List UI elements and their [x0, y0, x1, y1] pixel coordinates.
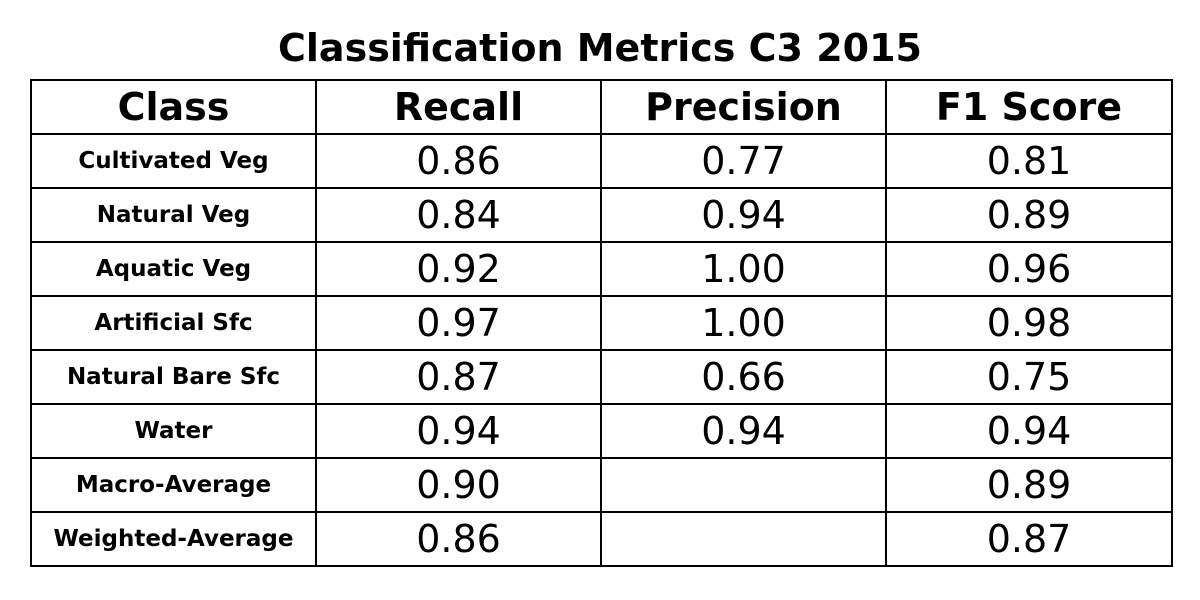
- table-row: Natural Bare Sfc 0.87 0.66 0.75: [30, 349, 1173, 405]
- table-body: Cultivated Veg 0.86 0.77 0.81 Natural Ve…: [30, 133, 1173, 567]
- class-cell: Artificial Sfc: [30, 295, 317, 351]
- recall-cell: 0.84: [315, 187, 602, 243]
- table-row: Cultivated Veg 0.86 0.77 0.81: [30, 133, 1173, 189]
- precision-cell: 1.00: [600, 295, 887, 351]
- recall-cell: 0.86: [315, 133, 602, 189]
- class-cell: Aquatic Veg: [30, 241, 317, 297]
- table-row: Aquatic Veg 0.92 1.00 0.96: [30, 241, 1173, 297]
- precision-cell: 0.66: [600, 349, 887, 405]
- table-row: Artificial Sfc 0.97 1.00 0.98: [30, 295, 1173, 351]
- table-row: Natural Veg 0.84 0.94 0.89: [30, 187, 1173, 243]
- table-header-row: Class Recall Precision F1 Score: [30, 79, 1173, 135]
- f1-score-cell: 0.75: [885, 349, 1173, 405]
- precision-cell: [600, 457, 887, 513]
- metrics-table: Class Recall Precision F1 Score Cultivat…: [30, 79, 1173, 567]
- precision-cell: [600, 511, 887, 567]
- precision-cell: 0.77: [600, 133, 887, 189]
- f1-score-cell: 0.89: [885, 187, 1173, 243]
- table-row: Macro-Average 0.90 0.89: [30, 457, 1173, 513]
- recall-cell: 0.87: [315, 349, 602, 405]
- recall-cell: 0.86: [315, 511, 602, 567]
- class-cell: Natural Veg: [30, 187, 317, 243]
- f1-score-cell: 0.96: [885, 241, 1173, 297]
- column-header-f1-score: F1 Score: [885, 79, 1173, 135]
- recall-cell: 0.90: [315, 457, 602, 513]
- class-cell: Weighted-Average: [30, 511, 317, 567]
- recall-cell: 0.97: [315, 295, 602, 351]
- precision-cell: 0.94: [600, 403, 887, 459]
- class-cell: Macro-Average: [30, 457, 317, 513]
- recall-cell: 0.94: [315, 403, 602, 459]
- class-cell: Water: [30, 403, 317, 459]
- f1-score-cell: 0.81: [885, 133, 1173, 189]
- column-header-precision: Precision: [600, 79, 887, 135]
- f1-score-cell: 0.94: [885, 403, 1173, 459]
- chart-title: Classification Metrics C3 2015: [278, 26, 922, 70]
- column-header-class: Class: [30, 79, 317, 135]
- precision-cell: 0.94: [600, 187, 887, 243]
- precision-cell: 1.00: [600, 241, 887, 297]
- table-row: Weighted-Average 0.86 0.87: [30, 511, 1173, 567]
- table-row: Water 0.94 0.94 0.94: [30, 403, 1173, 459]
- column-header-recall: Recall: [315, 79, 602, 135]
- f1-score-cell: 0.98: [885, 295, 1173, 351]
- f1-score-cell: 0.89: [885, 457, 1173, 513]
- class-cell: Natural Bare Sfc: [30, 349, 317, 405]
- recall-cell: 0.92: [315, 241, 602, 297]
- f1-score-cell: 0.87: [885, 511, 1173, 567]
- class-cell: Cultivated Veg: [30, 133, 317, 189]
